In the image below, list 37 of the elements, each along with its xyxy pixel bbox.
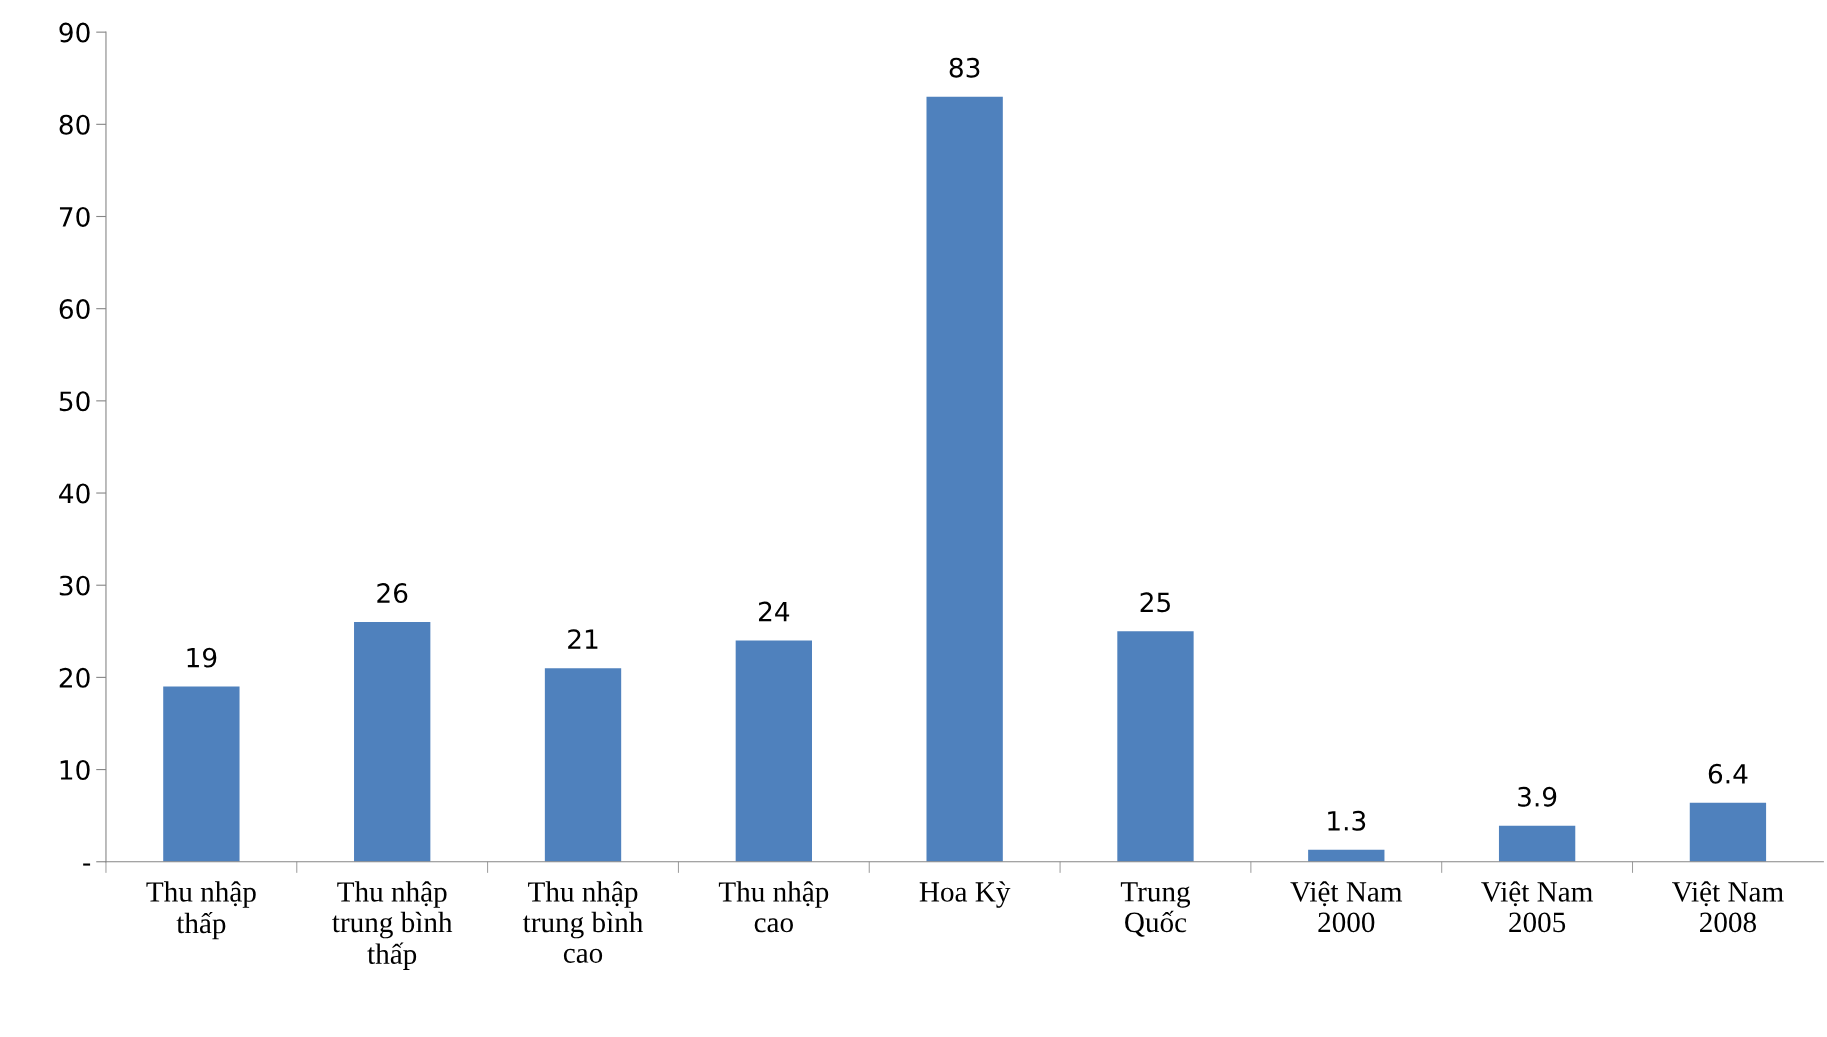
data-label: 1.3 [1328, 810, 1366, 831]
y-tick-label: 20 [59, 667, 90, 688]
x-tick-label: Hoa Kỳ [919, 881, 1011, 908]
y-tick-label: 50 [59, 391, 90, 412]
bar [544, 668, 622, 862]
y-tick-label: 80 [59, 114, 90, 135]
y-tick-label: 90 [59, 22, 90, 43]
bar [926, 96, 1003, 862]
y-tick-label: 10 [60, 760, 90, 780]
y-tick-label: 70 [59, 206, 90, 227]
x-tick-label: Thu nhập trung bình thấp [332, 881, 453, 970]
x-tick-label: Trung Quốc [1120, 882, 1191, 937]
y-tick-label: 40 [59, 483, 90, 504]
data-label: 24 [758, 601, 790, 622]
y-tick-label: - [83, 863, 91, 866]
bar [735, 640, 812, 862]
y-tick-label: 30 [59, 575, 90, 596]
bar [354, 622, 431, 862]
bar [1308, 849, 1385, 862]
x-tick-label: Việt Nam 2000 [1290, 881, 1403, 933]
x-tick-label: Thu nhập cao [718, 881, 829, 933]
x-tick-label: Thu nhập trung bình cao [522, 881, 643, 963]
bar [163, 686, 240, 862]
bar [1498, 825, 1576, 862]
data-label: 19 [187, 647, 217, 668]
data-label: 26 [377, 583, 408, 604]
x-tick-label: Việt Nam 2005 [1481, 881, 1593, 933]
bar [1117, 631, 1194, 862]
data-label: 83 [949, 57, 980, 78]
x-tick-label: Thu nhập thấp [146, 881, 256, 940]
data-label: 21 [568, 629, 598, 649]
data-label: 6.4 [1708, 763, 1748, 784]
y-tick-label: 60 [59, 299, 90, 320]
data-label: 3.9 [1518, 786, 1557, 807]
data-label: 25 [1140, 592, 1170, 613]
x-tick-label: Việt Nam 2008 [1672, 881, 1784, 933]
bar [1689, 802, 1767, 862]
